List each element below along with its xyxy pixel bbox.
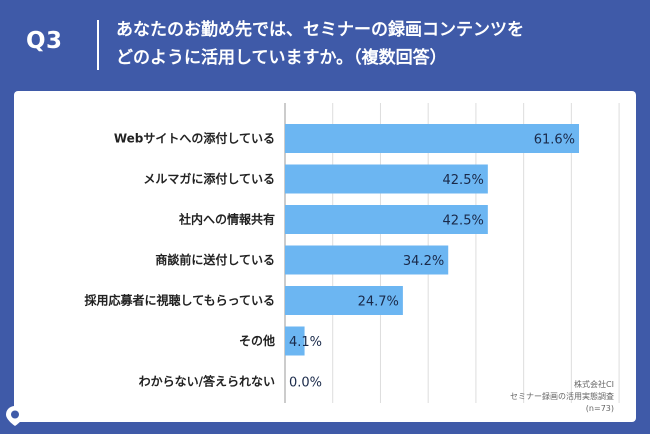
bar	[285, 164, 488, 194]
category-label: その他	[239, 333, 275, 348]
category-label: 商談前に送付している	[155, 252, 275, 267]
category-label: Webサイトへの添付している	[114, 131, 275, 146]
source-sample-size: (n=73)	[585, 404, 614, 413]
value-label: 24.7%	[358, 295, 399, 310]
category-label: 採用応募者に視聴してもらっている	[85, 293, 275, 308]
brand-name: リサピー	[26, 408, 82, 424]
value-label: 42.5%	[443, 173, 484, 188]
question-number: Q3	[26, 28, 63, 54]
location-pin-icon	[6, 406, 24, 426]
bar	[285, 205, 488, 234]
bar	[285, 245, 449, 275]
category-label: メルマガに添付している	[143, 171, 275, 186]
question-title-line2: どのように活用していますか。（複数回答）	[116, 48, 447, 68]
value-label: 34.2%	[403, 254, 444, 269]
category-label: わからない/答えられない	[139, 374, 275, 389]
header-divider	[97, 20, 99, 70]
bar	[285, 326, 305, 356]
bar	[285, 124, 579, 153]
value-label: 61.6%	[534, 133, 575, 148]
bar	[285, 286, 403, 315]
question-title-line1: あなたのお勤め先では、セミナーの録画コンテンツを	[116, 20, 524, 40]
source-survey: セミナー録画の活用実態調査	[510, 392, 614, 401]
value-label: 0.0%	[289, 376, 322, 391]
brand-logo: リサピー	[0, 398, 120, 434]
category-label: 社内への情報共有	[178, 212, 275, 227]
header: Q3 あなたのお勤め先では、セミナーの録画コンテンツを どのように活用しています…	[0, 0, 650, 88]
bar-chart: Webサイトへの添付している 61.6% メルマガに添付している 42.5% 社内への情…	[85, 103, 620, 403]
chart-panel: Webサイトへの添付している 61.6% メルマガに添付している 42.5% 社内への情…	[14, 91, 636, 422]
source-company: 株式会社CI	[574, 380, 614, 389]
value-label: 42.5%	[443, 214, 484, 229]
question-title: あなたのお勤め先では、セミナーの録画コンテンツを どのように活用していますか。（…	[116, 16, 636, 72]
value-label: 4.1%	[289, 335, 322, 350]
source-note: 株式会社CI セミナー録画の活用実態調査 (n=73)	[414, 379, 614, 415]
